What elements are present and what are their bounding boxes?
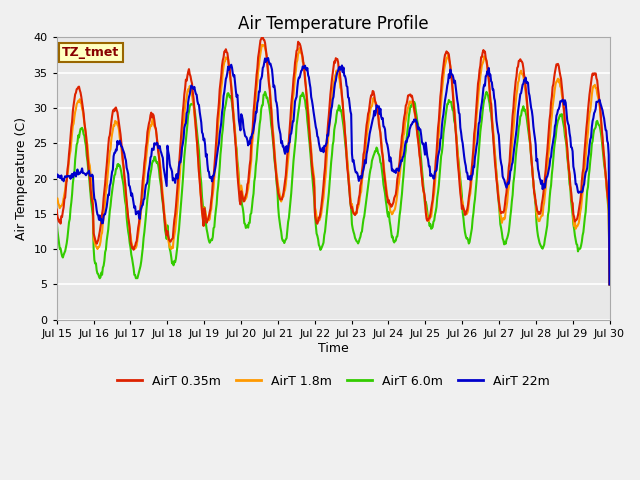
Y-axis label: Air Temperature (C): Air Temperature (C) xyxy=(15,117,28,240)
X-axis label: Time: Time xyxy=(317,342,348,355)
Text: TZ_tmet: TZ_tmet xyxy=(62,46,120,59)
Legend: AirT 0.35m, AirT 1.8m, AirT 6.0m, AirT 22m: AirT 0.35m, AirT 1.8m, AirT 6.0m, AirT 2… xyxy=(112,370,554,393)
Title: Air Temperature Profile: Air Temperature Profile xyxy=(238,15,428,33)
